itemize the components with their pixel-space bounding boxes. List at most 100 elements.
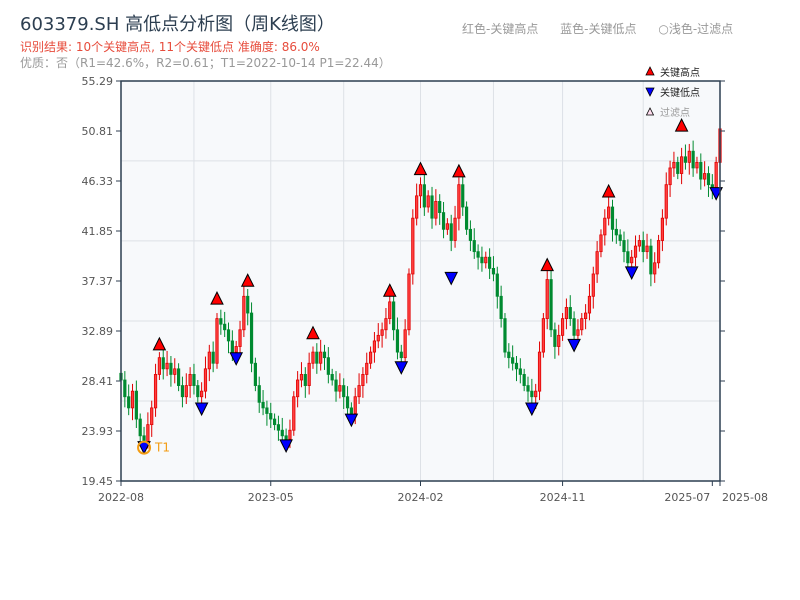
- candle-body: [315, 351, 319, 364]
- key-high-marker: [210, 290, 224, 305]
- candle-body: [311, 351, 315, 364]
- key-high-marker: [382, 283, 397, 297]
- candle-body: [537, 351, 542, 392]
- candle-body: [680, 156, 684, 174]
- x-tick-label: 2024-11: [540, 491, 586, 504]
- candle-body: [203, 368, 208, 392]
- candle-body: [557, 334, 561, 347]
- hint-filtered: ○浅色-过滤点: [658, 22, 734, 36]
- candle-body: [633, 245, 638, 258]
- key-high-marker: [240, 273, 255, 287]
- candle-body: [572, 318, 576, 336]
- candle-body: [438, 201, 442, 213]
- candle-body: [338, 385, 342, 392]
- candle-body: [687, 150, 691, 163]
- candle-body: [361, 374, 365, 386]
- candle-body: [326, 357, 330, 375]
- legend-label: 关键低点: [660, 86, 700, 99]
- candle-body: [157, 357, 161, 375]
- candle-body: [200, 390, 204, 398]
- candle-body: [415, 195, 419, 219]
- candle-body: [188, 374, 192, 386]
- candle-body: [307, 362, 311, 386]
- candle-body: [392, 301, 396, 331]
- candle-body: [403, 329, 407, 359]
- candle-body: [695, 161, 699, 169]
- key-low-marker: [709, 187, 723, 201]
- candle-body: [284, 435, 288, 440]
- candle-body: [303, 374, 307, 386]
- candle-body: [234, 346, 238, 353]
- candle-body: [165, 362, 169, 370]
- candle-body: [549, 279, 553, 331]
- recognition-result: 识别结果: 10个关键高点, 11个关键低点 准确度: 86.0%: [20, 40, 320, 54]
- candle-body: [526, 385, 530, 392]
- candle-body: [603, 217, 607, 236]
- candle-body: [153, 374, 158, 409]
- y-tick-label: 23.93: [82, 425, 114, 438]
- candle-body: [211, 351, 215, 364]
- candle-body: [192, 374, 196, 386]
- candle-body: [342, 385, 346, 398]
- legend-low-icon: [645, 87, 655, 97]
- candle-body: [584, 312, 588, 320]
- candle-body: [292, 396, 296, 431]
- candle-body: [580, 318, 584, 331]
- key-high-marker: [452, 163, 466, 178]
- candle-body: [614, 228, 618, 236]
- candle-body: [668, 167, 672, 186]
- candle-body: [127, 396, 131, 409]
- legend-label: 关键高点: [660, 66, 700, 79]
- candle-body: [468, 228, 473, 241]
- candle-body: [319, 351, 323, 364]
- candle-body: [461, 184, 465, 208]
- x-tick-label: 2025-07: [664, 491, 710, 504]
- candle-body: [196, 385, 200, 398]
- chart-title: 603379.SH 高低点分析图（周K线图）: [20, 14, 335, 35]
- candle-body: [230, 340, 234, 353]
- candle-body: [249, 312, 254, 364]
- candle-body: [265, 407, 269, 414]
- candle-body: [269, 413, 273, 420]
- candle-body: [499, 295, 503, 320]
- key-high-marker: [674, 117, 689, 132]
- candle-body: [672, 161, 676, 169]
- candle-body: [683, 156, 688, 163]
- candle-body: [345, 396, 350, 409]
- candle-body: [276, 424, 281, 431]
- candle-body: [395, 329, 400, 353]
- candle-body: [541, 318, 545, 353]
- candle-body: [372, 340, 377, 353]
- hint-high: 红色-关键高点: [462, 22, 539, 36]
- candle-body: [349, 407, 353, 414]
- candle-body: [507, 351, 511, 359]
- candle-body: [514, 362, 519, 370]
- key-high-marker: [601, 183, 616, 198]
- candle-body: [706, 173, 711, 186]
- candle-body: [653, 262, 657, 275]
- candle-body: [384, 318, 388, 331]
- candle-body: [637, 240, 641, 247]
- candle-body: [649, 245, 653, 275]
- y-tick-label: 37.37: [82, 275, 114, 288]
- candle-body: [691, 150, 695, 169]
- candle-body: [296, 379, 300, 398]
- candle-body: [238, 329, 242, 347]
- key-low-marker: [567, 338, 581, 353]
- key-low-marker: [444, 271, 459, 286]
- candle-body: [495, 273, 499, 297]
- candle-body: [146, 424, 150, 442]
- candle-body: [161, 357, 165, 370]
- key-low-marker: [194, 402, 209, 417]
- candle-body: [253, 362, 257, 386]
- key-high-marker: [413, 161, 428, 176]
- candle-body: [219, 318, 223, 325]
- x-tick-label: 2023-05: [248, 491, 294, 504]
- candle-body: [322, 351, 327, 359]
- candle-body: [422, 184, 426, 208]
- hint-low: 蓝色-关键低点: [560, 22, 637, 36]
- candle-body: [441, 212, 446, 230]
- candle-body: [272, 418, 277, 426]
- candle-body: [630, 256, 634, 264]
- t1-circle: [137, 440, 152, 455]
